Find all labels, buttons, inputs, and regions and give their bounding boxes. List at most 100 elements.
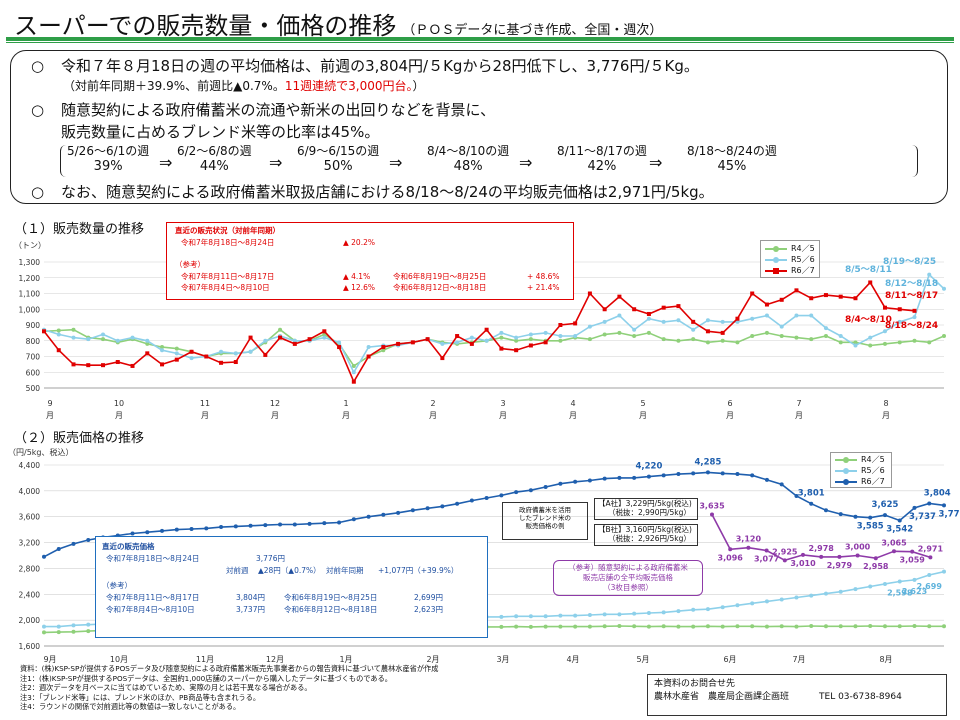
price-point bbox=[425, 506, 430, 511]
qty-xtick: 10 bbox=[114, 399, 124, 408]
price-point bbox=[219, 525, 224, 530]
qty-point bbox=[160, 345, 165, 350]
qty-xtick: 月 bbox=[795, 411, 803, 420]
price-r5-label: 2,598 bbox=[887, 588, 913, 597]
qty-point bbox=[56, 332, 61, 337]
price-stockpile-label: 3,077 bbox=[754, 555, 779, 564]
price-point bbox=[927, 624, 932, 629]
price-box-r3-prev: 令和6年8月12日～8月18日 bbox=[284, 605, 378, 614]
price-stockpile-point bbox=[746, 545, 751, 550]
price-point bbox=[86, 629, 91, 634]
ann-qty-r5-0812: 8/12～8/18 bbox=[885, 279, 939, 289]
price-point bbox=[573, 613, 578, 618]
price-box-title: 直近の販売価格 bbox=[102, 542, 155, 551]
qty-xtick: 6 bbox=[727, 399, 732, 408]
price-box-ref: （参考） bbox=[102, 581, 132, 590]
blend-item-5: 8/18～8/24の週 45% bbox=[687, 144, 777, 174]
price-box-r2-label: 令和7年8月11日～8月17日 bbox=[106, 593, 200, 602]
price-point bbox=[71, 623, 76, 628]
price-ytick: 4,400 bbox=[19, 461, 41, 470]
qty-xtick: 月 bbox=[429, 411, 437, 420]
legend2-r5: R5／6 bbox=[835, 465, 885, 476]
price-xtick: 12月 bbox=[266, 655, 284, 664]
price-point bbox=[160, 528, 165, 533]
qty-point bbox=[558, 334, 563, 339]
qty-point bbox=[145, 338, 150, 343]
qty-point bbox=[292, 341, 297, 346]
qty-point bbox=[160, 348, 165, 353]
qty-ytick: 600 bbox=[26, 368, 41, 377]
qty-xtick: 月 bbox=[46, 411, 54, 420]
price-stockpile-point bbox=[837, 554, 842, 559]
qty-point bbox=[174, 351, 179, 356]
qty-box-r1-label: 令和7年8月18日～8月24日 bbox=[181, 238, 275, 247]
price-point bbox=[263, 523, 268, 528]
price-point bbox=[764, 477, 769, 482]
qty-point bbox=[130, 335, 135, 340]
qty-point bbox=[337, 345, 342, 350]
qty-ytick: 1,300 bbox=[19, 258, 41, 267]
qty-xtick: 月 bbox=[201, 411, 209, 420]
qty-point bbox=[351, 363, 356, 368]
price-ytick: 2,000 bbox=[19, 616, 41, 625]
price-point bbox=[794, 624, 799, 629]
price-ytick: 2,800 bbox=[19, 564, 41, 573]
price-point bbox=[558, 613, 563, 618]
qty-point bbox=[882, 305, 887, 310]
price-point bbox=[86, 537, 91, 542]
price-point bbox=[809, 593, 814, 598]
qty-point bbox=[617, 313, 622, 318]
qty-point bbox=[853, 296, 858, 301]
qty-ytick: 1,200 bbox=[19, 274, 41, 283]
price-stockpile-label: 3,635 bbox=[699, 501, 725, 510]
summary-line-4: ○ なお、随意契約による政府備蓄米取扱店舗における8/18～8/24の平均販売価格… bbox=[31, 183, 714, 201]
qty-point bbox=[71, 327, 76, 332]
qty-point bbox=[233, 351, 238, 356]
contact-box: 本資料のお問合せ先 農林水産省 農産局企画課企画班 TEL 03-6738-896… bbox=[647, 674, 947, 716]
qty-point bbox=[617, 294, 622, 299]
price-point bbox=[691, 607, 696, 612]
qty-point bbox=[868, 335, 873, 340]
price-point bbox=[735, 472, 740, 477]
qty-point bbox=[720, 330, 725, 335]
qty-point bbox=[676, 304, 681, 309]
qty-point bbox=[691, 319, 696, 324]
price-stockpile-point bbox=[801, 552, 805, 557]
stockpile-price-note: （参考）随意契約による政府備蓄米 販売店舗の全平均販売価格 （3枚目参照） bbox=[553, 560, 703, 596]
summary-line-2: ○ 随意契約による政府備蓄米の流通や新米の出回りなどを背景に、 bbox=[31, 101, 496, 119]
ann-qty-r5-0805: 8/5～8/11 bbox=[845, 265, 892, 275]
price-point bbox=[691, 471, 696, 476]
price-ytick: 2,400 bbox=[19, 590, 41, 599]
qty-point bbox=[278, 327, 283, 332]
qty-point bbox=[381, 345, 386, 350]
price-point bbox=[735, 624, 740, 629]
qty-box-r3-prev-val: + 21.4% bbox=[527, 283, 560, 292]
qty-point bbox=[396, 341, 401, 346]
price-point bbox=[410, 508, 415, 513]
price-stockpile-point bbox=[855, 553, 860, 558]
qty-point bbox=[809, 313, 814, 318]
price-point bbox=[71, 629, 76, 634]
price-point bbox=[661, 473, 666, 478]
price-r6-label: 3,625 bbox=[872, 500, 899, 510]
price-box-prev-val: ▲28円（▲0.7%） bbox=[258, 566, 321, 575]
price-point bbox=[882, 513, 887, 518]
price-point bbox=[528, 614, 533, 619]
price-point bbox=[705, 470, 710, 475]
qty-point bbox=[809, 296, 814, 301]
qty-point bbox=[823, 293, 828, 298]
price-point bbox=[720, 605, 725, 610]
price-r6-label: 4,285 bbox=[694, 457, 721, 467]
qty-point bbox=[809, 337, 814, 342]
qty-point bbox=[587, 337, 592, 342]
qty-point bbox=[440, 356, 445, 361]
price-point bbox=[676, 624, 681, 629]
qty-point bbox=[750, 316, 755, 321]
qty-ytick: 1,000 bbox=[19, 305, 41, 314]
price-point bbox=[396, 510, 401, 515]
qty-point bbox=[558, 323, 563, 327]
summary-line-1-sub: （対前年同期＋39.9%、前週比▲0.7%。11週連続で3,000円台。） bbox=[63, 79, 425, 93]
qty-point bbox=[42, 329, 46, 334]
price-point bbox=[617, 623, 622, 628]
qty-point bbox=[573, 321, 578, 326]
